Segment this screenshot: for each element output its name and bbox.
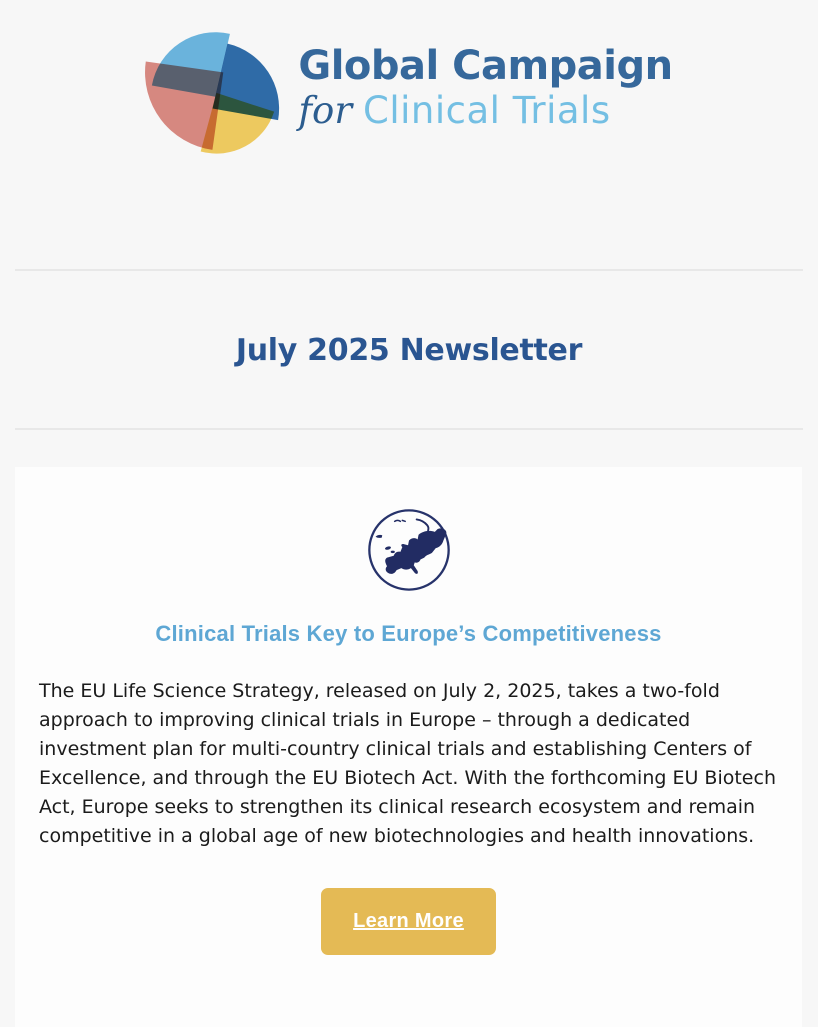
pie-segments-logo-icon bbox=[145, 32, 280, 154]
brand-subtitle-for: for bbox=[298, 89, 353, 132]
brand-subtitle-rest: Clinical Trials bbox=[363, 89, 611, 132]
article-body: The EU Life Science Strategy, released o… bbox=[39, 680, 776, 847]
newsletter-title: July 2025 Newsletter bbox=[235, 333, 583, 368]
brand-logo[interactable]: Global Campaign for Clinical Trials bbox=[0, 0, 818, 162]
article-title: Clinical Trials Key to Europe’s Competit… bbox=[155, 621, 662, 646]
learn-more-button[interactable]: Learn More bbox=[321, 888, 496, 955]
brand-title: Global Campaign bbox=[298, 43, 673, 89]
article-icon-wrap bbox=[15, 467, 802, 593]
article-card: Clinical Trials Key to Europe’s Competit… bbox=[15, 467, 802, 1027]
europe-map-icon bbox=[367, 509, 450, 591]
title-divider bbox=[15, 428, 803, 430]
brand-wordmark: Global Campaign for Clinical Trials bbox=[298, 43, 673, 133]
cta-row: Learn More bbox=[15, 888, 802, 955]
top-divider bbox=[15, 269, 803, 271]
brand-subtitle: for Clinical Trials bbox=[298, 89, 672, 133]
